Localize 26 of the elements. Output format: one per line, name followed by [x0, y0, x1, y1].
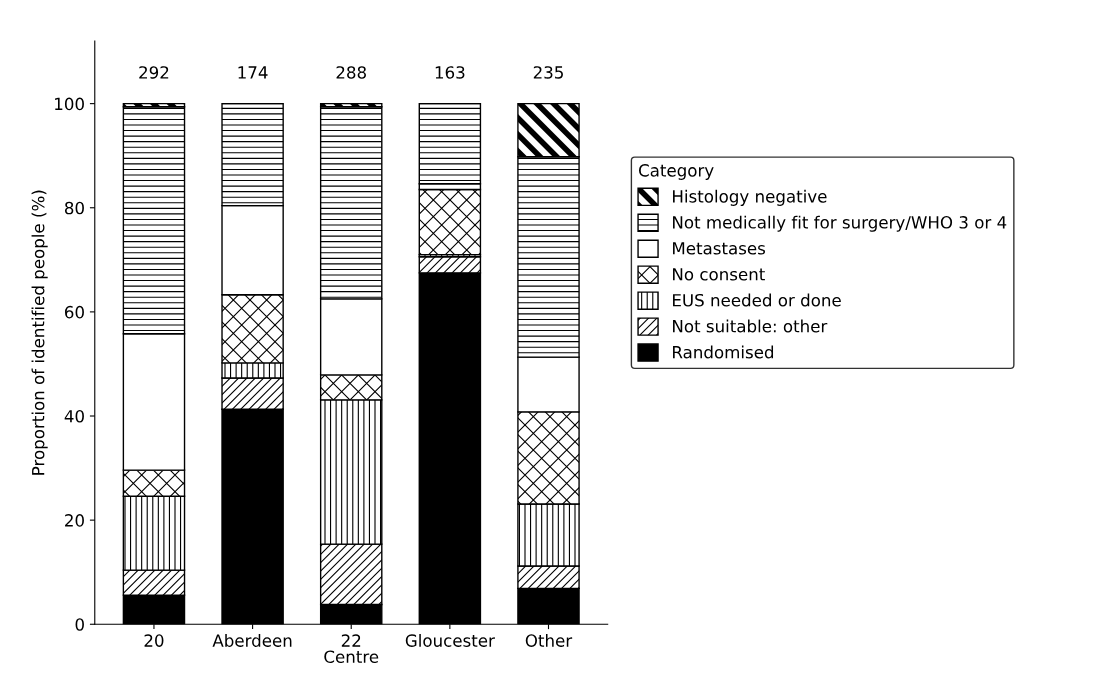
- x-tick-label: 22: [341, 634, 361, 647]
- legend-title: Category: [639, 164, 714, 180]
- legend-label: Not medically fit for surgery/WHO 3 or 4: [673, 215, 1007, 232]
- y-tick-label: 100: [55, 97, 84, 111]
- legend-label: Metastases: [673, 242, 766, 255]
- y-tick-label: 20: [65, 514, 84, 527]
- y-tick-label: 0: [75, 618, 84, 631]
- y-axis-title: Proportion of identified people (%): [31, 190, 48, 475]
- x-tick-label: Other: [525, 633, 573, 647]
- x-tick-label: Aberdeen: [212, 633, 292, 647]
- annotation: 163: [435, 66, 465, 79]
- annotation: 235: [533, 66, 563, 79]
- x-axis-title: Centre: [324, 650, 379, 664]
- y-tick-label: 40: [64, 409, 84, 423]
- y-tick-label: 60: [65, 305, 84, 319]
- legend-label: Randomised: [673, 345, 774, 359]
- x-tick-label: 20: [144, 634, 164, 647]
- annotation: 174: [238, 66, 268, 79]
- annotation: 292: [139, 66, 169, 79]
- annotation: 288: [336, 66, 366, 79]
- legend-label: EUS needed or done: [673, 293, 841, 307]
- legend-label: No consent: [673, 268, 765, 281]
- y-tick-label: 80: [64, 201, 84, 215]
- legend-label: Histology negative: [673, 189, 827, 206]
- legend-label: Not suitable: other: [673, 319, 828, 333]
- x-tick-label: Gloucester: [405, 633, 495, 647]
